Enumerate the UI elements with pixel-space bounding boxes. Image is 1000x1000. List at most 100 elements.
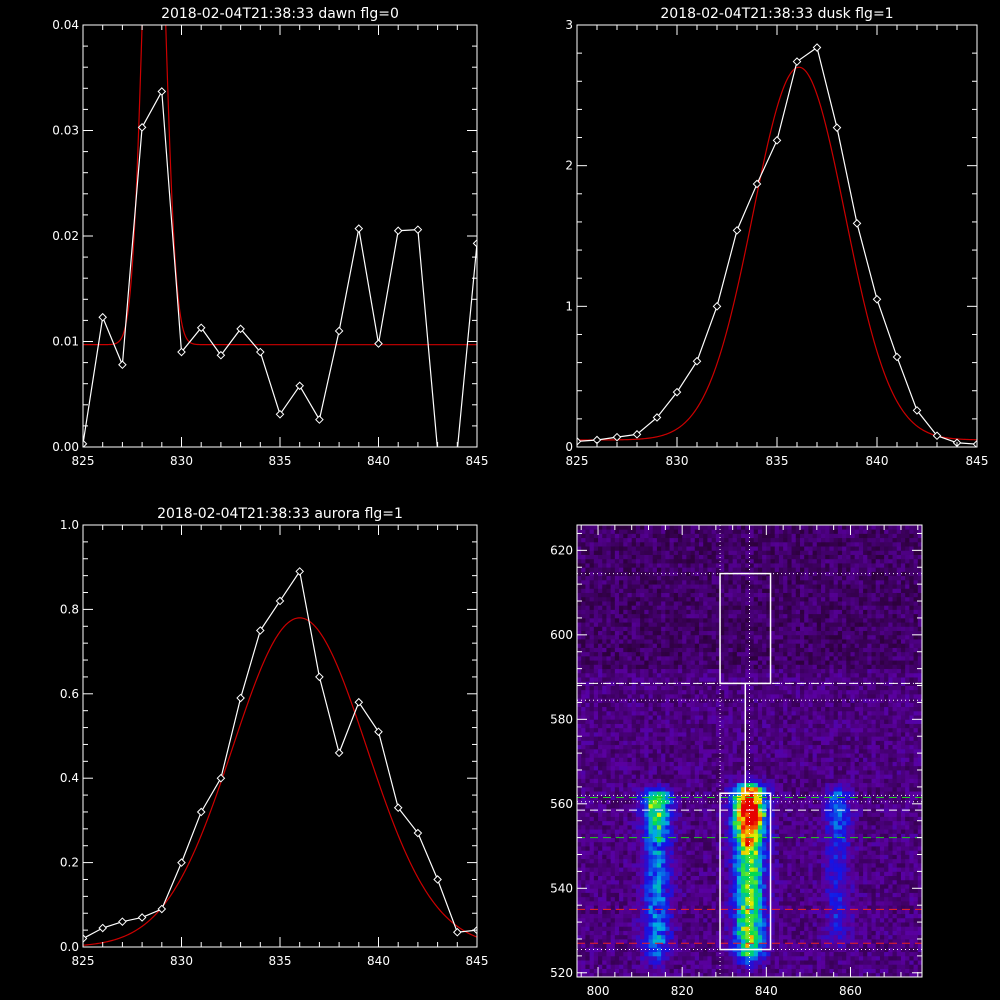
data-point-marker (413, 828, 423, 838)
data-point-marker (393, 803, 403, 813)
x-tick-label: 830 (170, 954, 193, 968)
data-point-marker (255, 347, 265, 357)
data-point-marker (196, 807, 206, 817)
y-tick-label: 520 (550, 966, 573, 980)
data-point-marker (118, 360, 127, 370)
data-point-marker (892, 352, 902, 362)
y-tick-label: 0.0 (60, 940, 79, 954)
data-point-marker (216, 773, 226, 783)
y-tick-label: 0 (565, 440, 573, 454)
dusk-profile-panel: 825 830 835 840 845 0 1 2 3 2018-02-04T21:38:33 d… (565, 6, 988, 468)
data-point-marker (672, 387, 682, 397)
data-point-marker (157, 87, 167, 96)
x-tick-label: 860 (839, 984, 862, 998)
data-point-marker (315, 415, 324, 424)
y-tick-label: 0.00 (52, 440, 79, 454)
data-point-marker (196, 323, 206, 333)
y-tick-label: 600 (550, 628, 573, 642)
data-point-marker (98, 923, 108, 933)
data-point-marker (832, 123, 842, 132)
data-point-marker (472, 239, 477, 248)
data-point-marker (295, 381, 305, 391)
data-point-marker (393, 226, 403, 236)
spectrogram-image (577, 525, 922, 977)
x-tick-label: 840 (866, 454, 889, 468)
data-point-marker (792, 57, 802, 66)
dawn-profile-panel: 825 830 835 840 845 0.00 0.01 0.02 0.03 0.04 2018-… (52, 6, 489, 468)
data-point-marker (83, 439, 88, 447)
data-point-marker (652, 413, 662, 422)
data-point-marker (137, 913, 147, 922)
chart-title: 2018-02-04T21:38:33 aurora flg=1 (157, 506, 403, 522)
data-point-marker (812, 43, 822, 52)
data-point-marker (177, 858, 186, 867)
data-point-marker (118, 917, 127, 926)
data-point-marker (692, 356, 702, 366)
data-point-marker (433, 875, 442, 884)
x-tick-label: 830 (170, 454, 193, 468)
data-point-marker (255, 626, 265, 635)
spectrogram-image-panel: 800 820 840 860 520 540 560 580 600 620 (550, 524, 923, 998)
x-tick-label: 835 (766, 454, 789, 468)
data-point-marker (354, 224, 364, 233)
data-point-marker (334, 748, 344, 758)
y-tick-label: 560 (550, 797, 573, 811)
gaussian-fit-line (577, 66, 977, 441)
data-point-marker (354, 697, 364, 707)
y-tick-label: 0.2 (60, 856, 79, 870)
x-tick-label: 840 (755, 984, 778, 998)
y-tick-label: 0.04 (52, 18, 79, 32)
x-tick-label: 820 (671, 984, 694, 998)
data-point-marker (413, 225, 423, 234)
x-tick-label: 830 (666, 454, 689, 468)
chart-title: 2018-02-04T21:38:33 dusk flg=1 (660, 6, 893, 22)
y-tick-label: 620 (550, 543, 573, 557)
data-point-marker (712, 302, 722, 311)
data-point-marker (632, 430, 642, 439)
x-tick-label: 825 (72, 454, 95, 468)
x-tick-label: 825 (566, 454, 589, 468)
data-point-marker (315, 672, 324, 682)
data-point-marker (732, 226, 742, 235)
aurora-profile-panel: 825 830 835 840 845 0.0 0.2 0.4 0.6 0.8 1.0 2018-02… (60, 506, 489, 968)
y-tick-label: 580 (550, 712, 573, 726)
y-tick-label: 0.01 (52, 335, 79, 349)
data-point-marker (295, 567, 305, 576)
y-tick-label: 0.6 (60, 687, 79, 701)
data-point-marker (932, 431, 942, 441)
y-tick-label: 2 (565, 159, 573, 173)
x-tick-label: 840 (367, 454, 390, 468)
data-point-marker (972, 439, 977, 447)
data-point-marker (236, 693, 245, 703)
data-point-marker (157, 904, 167, 914)
data-point-marker (852, 219, 862, 228)
data-point-marker (83, 934, 88, 943)
y-tick-label: 0.8 (60, 602, 79, 616)
data-point-marker (374, 727, 383, 737)
data-point-marker (275, 409, 285, 419)
x-tick-label: 845 (466, 454, 489, 468)
data-point-marker (912, 406, 922, 415)
gaussian-fit-line (83, 617, 477, 946)
data-point-marker (577, 437, 582, 446)
x-tick-label: 845 (966, 454, 989, 468)
data-point-marker (452, 927, 462, 937)
x-tick-label: 835 (269, 454, 292, 468)
x-tick-label: 800 (587, 984, 610, 998)
data-point-marker (216, 350, 226, 360)
x-tick-label: 835 (269, 954, 292, 968)
data-point-marker (772, 136, 782, 145)
data-point-marker (98, 312, 108, 322)
y-tick-label: 1.0 (60, 518, 79, 532)
data-point-marker (236, 324, 245, 334)
data-point-marker (872, 294, 882, 304)
y-tick-label: 0.4 (60, 771, 79, 785)
y-tick-label: 0.03 (52, 124, 79, 138)
y-tick-label: 0.02 (52, 229, 79, 243)
x-tick-label: 840 (367, 954, 390, 968)
x-tick-label: 825 (72, 954, 95, 968)
chart-title: 2018-02-04T21:38:33 dawn flg=0 (161, 6, 399, 22)
data-point-marker (177, 347, 186, 357)
data-point-marker (137, 123, 147, 132)
